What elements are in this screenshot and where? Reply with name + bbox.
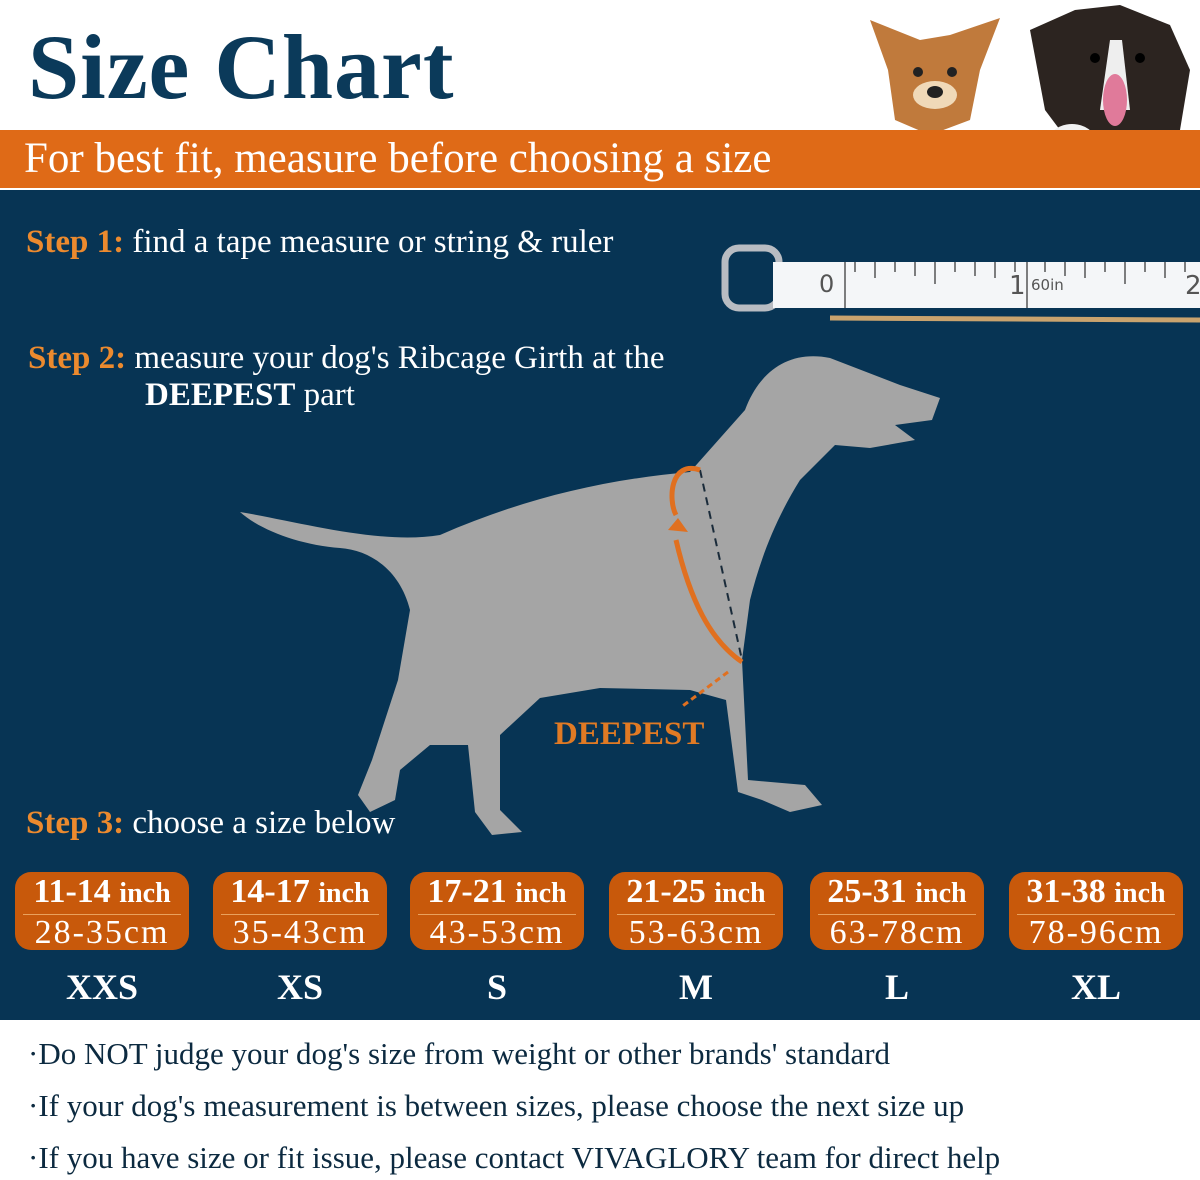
size-pill-xl: 31-38 inch 78-96cm — [1009, 872, 1183, 951]
step-2-bold: DEEPEST — [145, 377, 296, 413]
size-pill-xxs: 11-14 inch 28-35cm — [15, 872, 189, 951]
subtitle-band: For best fit, measure before choosing a … — [0, 130, 1200, 188]
subtitle: For best fit, measure before choosing a … — [24, 135, 772, 182]
dog-silhouette-diagram: DEEPEST — [240, 356, 940, 835]
measure-line — [699, 469, 743, 661]
size-cm: 28-35cm — [34, 914, 170, 951]
size-pill-l: 25-31 inch 63-78cm — [810, 872, 984, 951]
size-inch: 14-17 inch — [221, 872, 379, 915]
size-inch: 17-21 inch — [418, 872, 576, 915]
tape-measure: 0 1 60in 2 — [721, 244, 1200, 323]
size-cm: 43-53cm — [429, 914, 565, 951]
step-2-after: part — [303, 377, 355, 413]
size-label: XL — [1070, 967, 1121, 1007]
step-3-text: choose a size below — [132, 805, 396, 841]
step-1-key: Step 1: — [26, 224, 125, 260]
step-2: Step 2: measure your dog's Ribcage Girth… — [28, 340, 664, 414]
size-cm: 78-96cm — [1028, 914, 1164, 951]
size-inch: 11-14 inch — [23, 872, 181, 915]
size-label: M — [679, 967, 713, 1007]
size-pill-s: 17-21 inch 43-53cm — [410, 872, 584, 951]
size-cm: 35-43cm — [232, 914, 368, 951]
size-label: XS — [276, 967, 324, 1007]
tape-two: 2 — [1185, 271, 1200, 301]
deepest-label: DEEPEST — [554, 716, 704, 752]
size-inch: 31-38 inch — [1017, 872, 1175, 915]
tape-one: 1 — [1009, 271, 1026, 301]
size-label: S — [486, 967, 508, 1007]
size-cm: 63-78cm — [829, 914, 965, 951]
tape-zero: 0 — [819, 270, 834, 298]
size-pill-m: 21-25 inch 53-63cm — [609, 872, 783, 951]
step-1-text: find a tape measure or string & ruler — [132, 224, 614, 260]
step-2-text: measure your dog's Ribcage Girth at the — [134, 340, 665, 376]
page-title: Size Chart — [28, 16, 455, 118]
step-1: Step 1: find a tape measure or string & … — [26, 224, 613, 261]
size-pill-xs: 14-17 inch 35-43cm — [213, 872, 387, 951]
deepest-pointer-icon — [679, 670, 729, 710]
step-2-key: Step 2: — [28, 340, 127, 376]
note-1: ·Do NOT judge your dog's size from weigh… — [28, 1036, 891, 1071]
note-3: ·If you have size or fit issue, please c… — [28, 1140, 1001, 1175]
dog-silhouette — [240, 356, 940, 835]
tape-unit: 60in — [1031, 276, 1064, 294]
size-label: XXS — [65, 967, 139, 1007]
girth-arrow-icon — [669, 465, 744, 665]
size-label: L — [884, 967, 909, 1007]
string — [829, 315, 1200, 323]
step-3: Step 3: choose a size below — [26, 805, 395, 842]
size-inch: 25-31 inch — [818, 872, 976, 915]
step-3-key: Step 3: — [26, 805, 125, 841]
size-inch: 21-25 inch — [617, 872, 775, 915]
size-cm: 53-63cm — [628, 914, 764, 951]
note-2: ·If your dog's measurement is between si… — [28, 1088, 965, 1123]
